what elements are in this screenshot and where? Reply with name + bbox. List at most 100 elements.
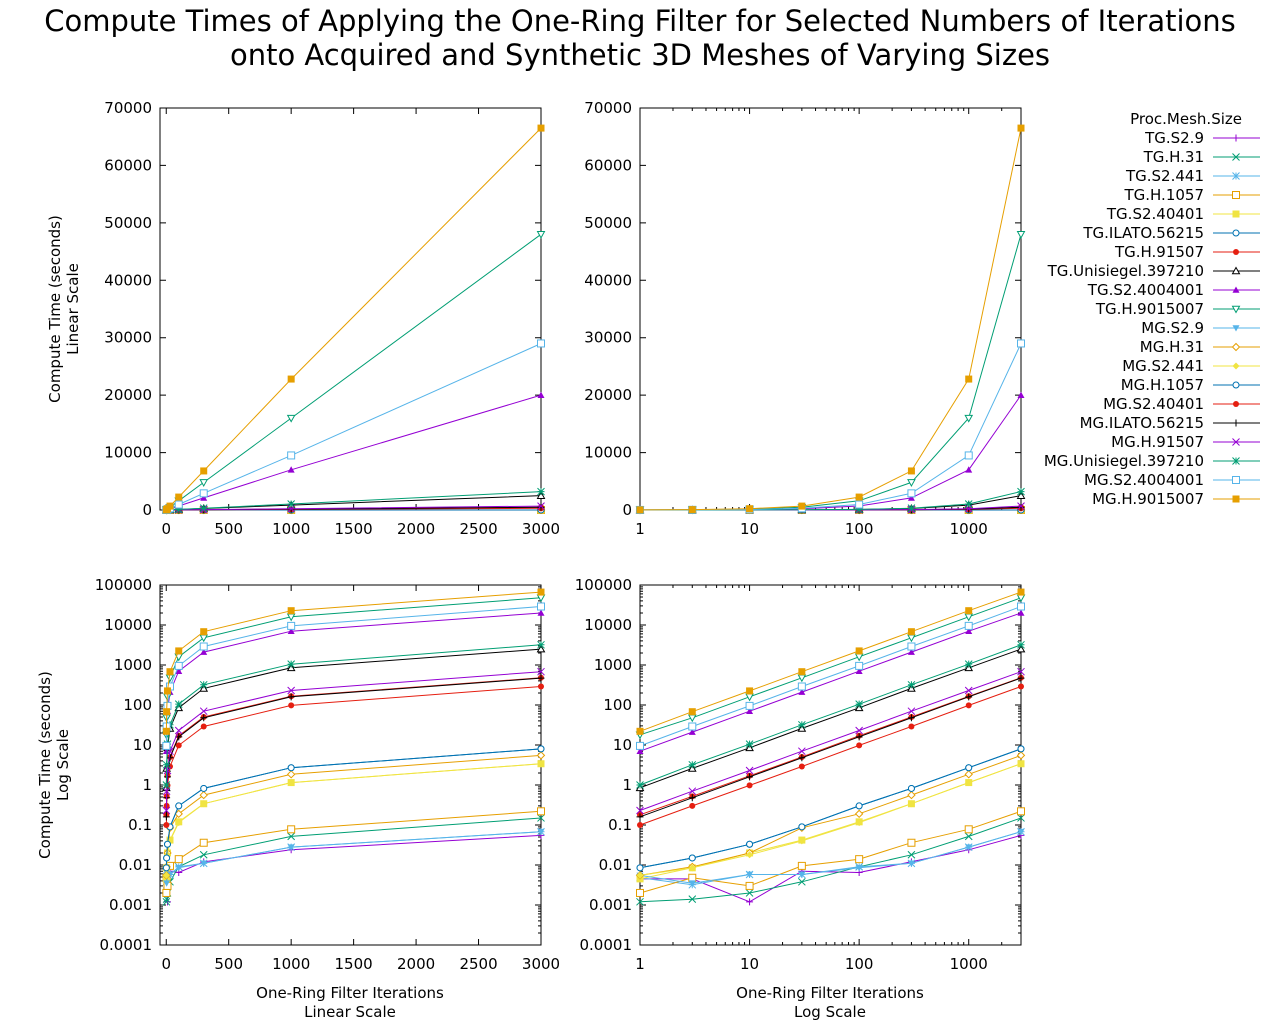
series-line	[166, 834, 542, 902]
y-tick-label: 20000	[584, 386, 632, 404]
x-tick-label: 1000	[272, 520, 310, 538]
legend-label: MG.S2.4004001	[1084, 471, 1204, 489]
data-point	[199, 479, 209, 487]
legend-marker	[1232, 172, 1240, 180]
series-MG.S2.40401	[637, 683, 1024, 828]
data-point	[286, 770, 296, 779]
data-point	[688, 708, 696, 716]
series-TG.ILATO.56215	[162, 745, 545, 872]
data-point	[855, 865, 863, 872]
legend-label: MG.S2.441	[1122, 357, 1204, 375]
y-tick-label: 60000	[104, 156, 152, 174]
x-tick-label: 10	[740, 520, 759, 538]
legend-marker	[1232, 381, 1240, 389]
data-point	[163, 854, 171, 862]
data-point	[688, 854, 696, 862]
data-point	[636, 813, 644, 821]
data-point	[162, 813, 170, 821]
data-point	[166, 668, 174, 676]
data-point	[162, 727, 170, 735]
legend-entry: TG.S2.9	[1144, 129, 1260, 147]
y-tick-label: 10000	[104, 444, 152, 462]
data-point	[536, 231, 546, 239]
data-point	[855, 726, 864, 735]
y-tick-label: 100000	[95, 576, 152, 594]
series-MG.S2.441	[636, 760, 1025, 879]
legend-marker	[1231, 266, 1241, 275]
data-point	[1016, 594, 1026, 603]
series-TG.S2.40401	[162, 760, 545, 883]
data-point	[200, 860, 208, 867]
data-point	[1017, 502, 1025, 510]
data-point	[688, 880, 696, 887]
data-point	[286, 414, 296, 423]
data-point	[200, 784, 208, 792]
y-tick-label: 50000	[584, 214, 632, 232]
data-point	[855, 802, 863, 810]
y-tick-label: 0.1	[608, 816, 632, 834]
series-MG.H.1057	[636, 745, 1025, 872]
series-TG.H.1057	[162, 807, 545, 897]
data-point	[175, 802, 183, 810]
legend-marker	[1233, 249, 1239, 255]
plot-frame	[639, 584, 1022, 946]
data-point	[688, 722, 697, 731]
legend-entry: TG.Unisiegel.397210	[1047, 262, 1260, 280]
data-point	[287, 660, 296, 669]
data-point	[855, 733, 863, 741]
x-axis-label-right-line2: Log Scale	[794, 1003, 866, 1021]
data-point	[636, 741, 644, 750]
data-point	[907, 642, 916, 651]
data-point	[163, 687, 171, 695]
data-point	[174, 505, 183, 514]
y-tick-label: 0.01	[599, 856, 632, 874]
legend-marker	[1232, 476, 1240, 484]
data-point	[200, 628, 208, 636]
data-point	[200, 467, 208, 475]
data-point	[537, 339, 545, 348]
data-point	[636, 871, 644, 879]
data-point	[537, 502, 545, 510]
data-point	[287, 621, 296, 630]
data-point	[745, 889, 754, 897]
series-line	[639, 671, 1022, 811]
data-point	[636, 747, 644, 754]
data-point	[688, 895, 697, 904]
y-tick-label: 0.001	[109, 896, 152, 914]
series-MG.H.9015007	[636, 124, 1025, 514]
data-point	[798, 754, 806, 762]
data-point	[537, 745, 545, 753]
series-MG.H.9015007	[636, 588, 1025, 735]
data-point	[175, 742, 182, 749]
y-tick-label: 1000	[114, 656, 152, 674]
data-point	[162, 888, 171, 897]
data-point	[907, 494, 915, 501]
data-point	[965, 607, 973, 615]
legend-marker	[1231, 305, 1241, 314]
data-point	[855, 493, 863, 501]
data-point	[199, 850, 208, 859]
series-line	[165, 677, 542, 817]
x-tick-label: 1	[635, 520, 645, 538]
data-point	[636, 864, 644, 872]
data-point	[537, 674, 545, 682]
series-line	[165, 648, 542, 788]
x-tick-label: 2000	[397, 520, 435, 538]
data-point	[538, 683, 544, 690]
legend-entry: MG.Unisiegel.397210	[1044, 452, 1260, 470]
series-TG.Unisiegel.397210	[162, 644, 546, 792]
legend-marker	[1232, 495, 1240, 503]
legend-label: TG.S2.4004001	[1087, 281, 1204, 299]
data-point	[965, 764, 973, 772]
data-point	[287, 686, 296, 695]
data-point	[746, 851, 754, 859]
series-TG.S2.4004001	[636, 609, 1025, 754]
data-point	[855, 667, 863, 674]
data-point	[287, 764, 295, 772]
data-point	[855, 700, 864, 709]
y-tick-label: 100	[603, 696, 632, 714]
data-point	[200, 800, 208, 808]
legend-marker	[1232, 325, 1240, 332]
legend-marker	[1232, 191, 1240, 199]
y-tick-label: 0.001	[589, 896, 632, 914]
